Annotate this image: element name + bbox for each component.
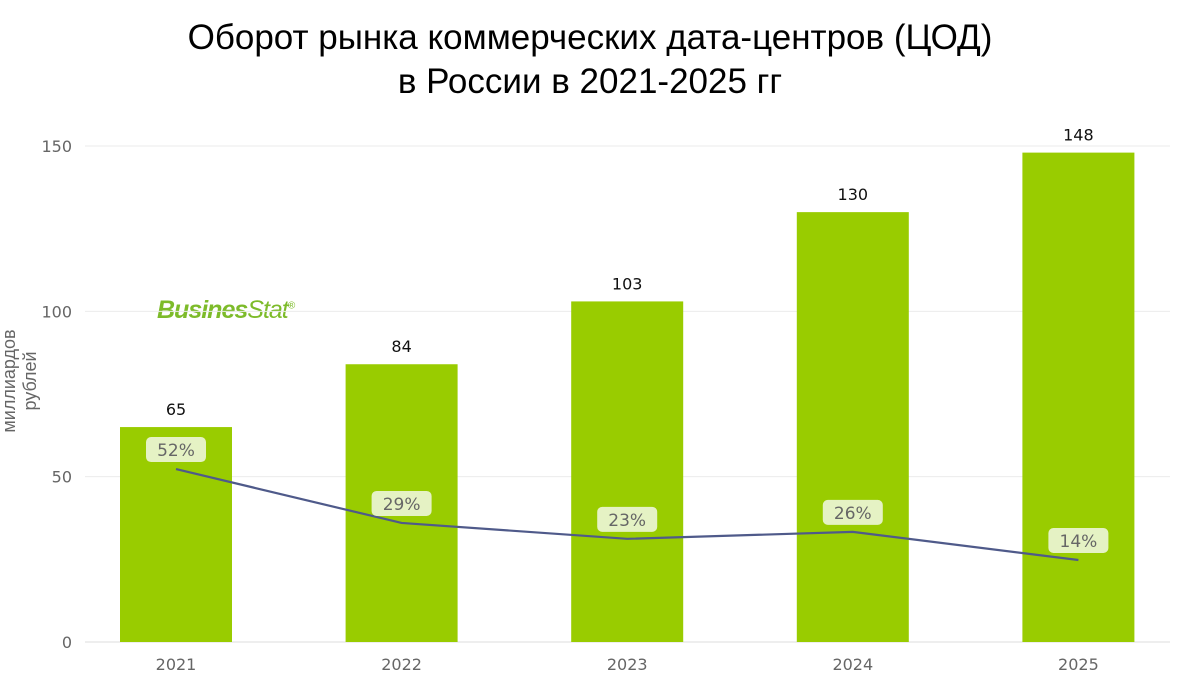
y-tick-label: 100 — [41, 302, 72, 321]
bar-value-label: 130 — [838, 185, 869, 204]
growth-label-box — [1048, 527, 1109, 553]
businesstat-logo: BusinesStat® — [157, 296, 295, 324]
title-line-2: в России в 2021-2025 гг — [397, 62, 783, 101]
y-tick-label: 50 — [52, 468, 72, 487]
y-tick-label: 0 — [62, 633, 72, 652]
growth-label: 52% — [157, 441, 195, 461]
y-tick-label: 150 — [41, 137, 72, 156]
growth-label: 23% — [608, 511, 646, 531]
title-line-1: Оборот рынка коммерческих дата-центров (… — [187, 18, 993, 57]
growth-label: 29% — [383, 495, 421, 515]
growth-label-box — [822, 499, 883, 525]
bar — [1022, 152, 1135, 642]
bar — [571, 301, 684, 642]
growth-line — [175, 467, 1079, 562]
bar-value-label: 103 — [612, 274, 643, 293]
growth-label-box — [597, 506, 658, 532]
growth-label-box — [371, 490, 432, 516]
bar-value-label: 65 — [166, 400, 186, 419]
bar — [796, 212, 909, 642]
x-tick-label: 2024 — [832, 655, 873, 674]
bar — [120, 427, 232, 642]
bar-value-label: 148 — [1063, 126, 1094, 145]
growth-label: 26% — [834, 504, 872, 524]
bar-value-label: 84 — [391, 337, 411, 356]
chart-title: Оборот рынка коммерческих дата-центров (… — [0, 16, 1180, 104]
x-tick-label: 2021 — [156, 655, 197, 674]
x-tick-label: 2025 — [1058, 655, 1099, 674]
x-tick-label: 2023 — [607, 655, 648, 674]
x-tick-label: 2022 — [381, 655, 422, 674]
growth-label: 14% — [1060, 532, 1098, 552]
growth-label-box — [146, 437, 206, 463]
